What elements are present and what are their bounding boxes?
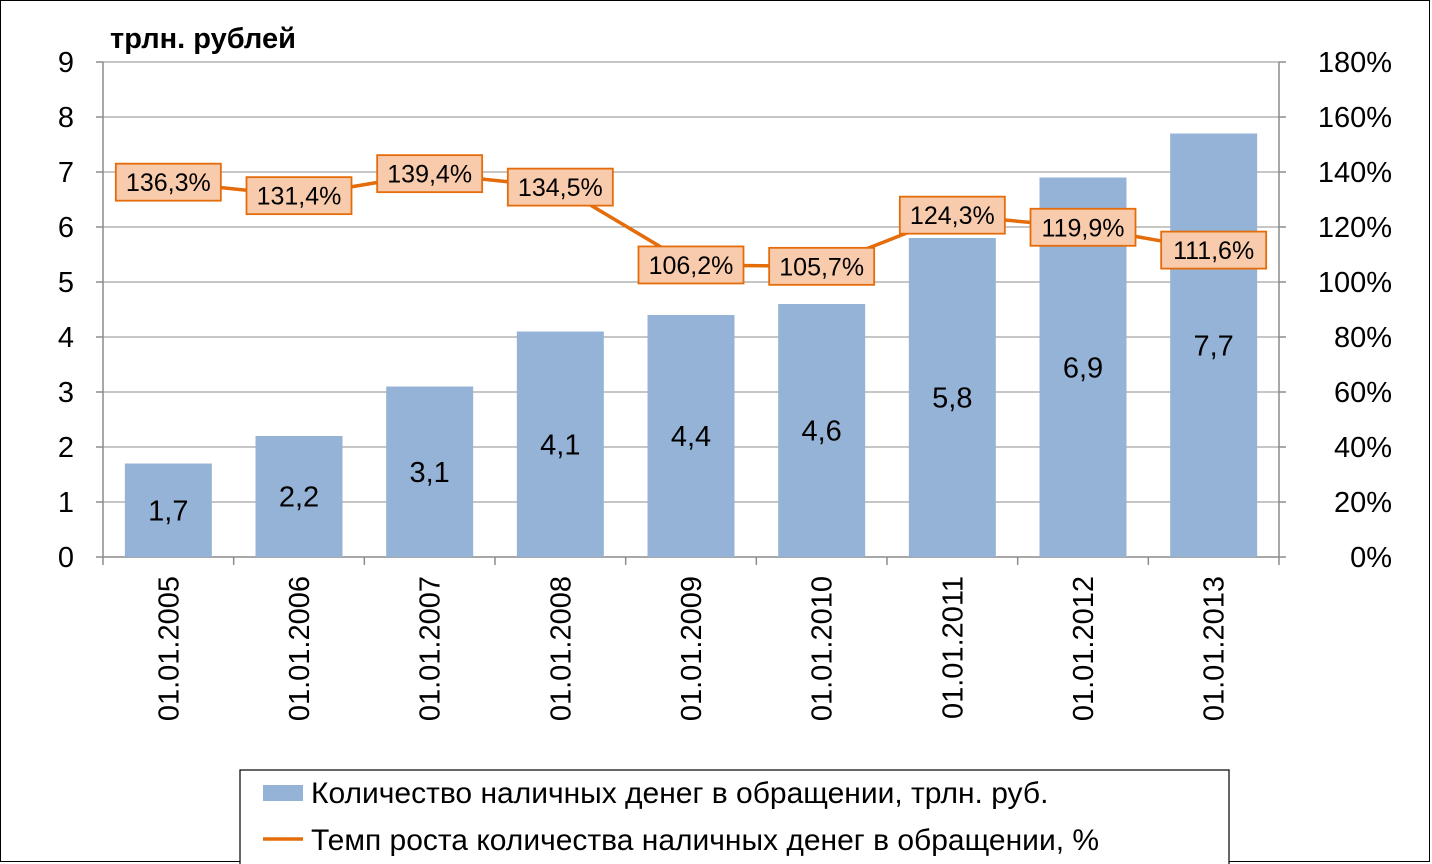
y-left-tick-label: 8 — [58, 102, 74, 134]
bar-value-label: 7,7 — [1194, 330, 1234, 362]
y-right-tick-label: 140% — [1318, 157, 1392, 189]
rate-value-label: 105,7% — [779, 253, 864, 281]
bar — [908, 238, 996, 557]
bar-value-label: 6,9 — [1063, 352, 1103, 384]
y-right-tick-label: 160% — [1318, 102, 1392, 134]
bar-value-label: 2,2 — [279, 482, 319, 514]
bar-value-label: 4,4 — [671, 421, 711, 453]
y-left-tick-label: 3 — [58, 377, 74, 409]
y-right-tick-label: 20% — [1334, 487, 1392, 519]
rate-value-label: 124,3% — [910, 202, 995, 230]
legend-bar-swatch — [263, 785, 303, 801]
x-category-label: 01.01.2008 — [545, 576, 577, 721]
rate-value-label: 139,4% — [387, 161, 472, 189]
y-right-tick-label: 40% — [1334, 432, 1392, 464]
x-category-label: 01.01.2006 — [284, 576, 316, 721]
y-left-tick-label: 9 — [58, 47, 74, 79]
y-left-tick-label: 0 — [58, 542, 74, 574]
bar — [516, 331, 604, 557]
y-right-tick-label: 60% — [1334, 377, 1392, 409]
y-left-tick-label: 7 — [58, 157, 74, 189]
bar-value-label: 1,7 — [148, 495, 188, 527]
x-category-label: 01.01.2010 — [807, 576, 839, 721]
x-category-label: 01.01.2011 — [937, 576, 969, 719]
x-category-label: 01.01.2013 — [1199, 576, 1231, 721]
bar-value-label: 5,8 — [932, 383, 972, 415]
rate-label-box — [506, 167, 614, 207]
bar — [778, 304, 866, 557]
x-category-label: 01.01.2005 — [153, 576, 185, 721]
y-right-tick-label: 0% — [1350, 542, 1392, 574]
legend-line-label: Темп роста количества наличных денег в о… — [311, 824, 1099, 857]
y-right-tick-label: 120% — [1318, 212, 1392, 244]
bar-value-label: 4,1 — [540, 429, 580, 461]
rate-label-box — [637, 245, 745, 285]
legend-bar-label: Количество наличных денег в обращении, т… — [311, 777, 1048, 810]
x-category-label: 01.01.2007 — [415, 576, 447, 721]
rate-value-label: 111,6% — [1173, 237, 1254, 265]
rate-label-box — [1160, 230, 1268, 270]
y-left-tick-label: 4 — [58, 322, 74, 354]
rate-value-label: 131,4% — [257, 183, 342, 211]
bar — [386, 386, 474, 557]
x-category-label: 01.01.2009 — [676, 576, 708, 721]
bar — [647, 315, 735, 557]
rate-value-label: 106,2% — [649, 252, 734, 280]
legend-box — [239, 769, 1230, 864]
rate-label-box — [114, 162, 222, 202]
rate-label-box — [376, 154, 484, 194]
y-left-tick-label: 2 — [58, 432, 74, 464]
y-left-tick-label: 6 — [58, 212, 74, 244]
y-left-tick-label: 1 — [58, 487, 74, 519]
rate-label-box — [245, 176, 353, 216]
y-right-tick-label: 100% — [1318, 267, 1392, 299]
rate-value-label: 119,9% — [1042, 214, 1125, 242]
y-right-tick-label: 80% — [1334, 322, 1392, 354]
bar — [124, 463, 212, 557]
rate-value-label: 136,3% — [126, 169, 211, 197]
bar — [255, 436, 343, 557]
bar-value-label: 3,1 — [410, 457, 450, 489]
y-right-tick-label: 180% — [1318, 47, 1392, 79]
x-category-label: 01.01.2012 — [1068, 576, 1100, 721]
rate-label-box — [768, 246, 876, 286]
bar — [1170, 133, 1258, 557]
y-unit-label: трлн. рублей — [110, 23, 296, 55]
rate-value-label: 134,5% — [518, 174, 603, 202]
bar-value-label: 4,6 — [802, 416, 842, 448]
rate-label-box — [1029, 207, 1137, 247]
rate-label-box — [898, 195, 1006, 235]
y-left-tick-label: 5 — [58, 267, 74, 299]
